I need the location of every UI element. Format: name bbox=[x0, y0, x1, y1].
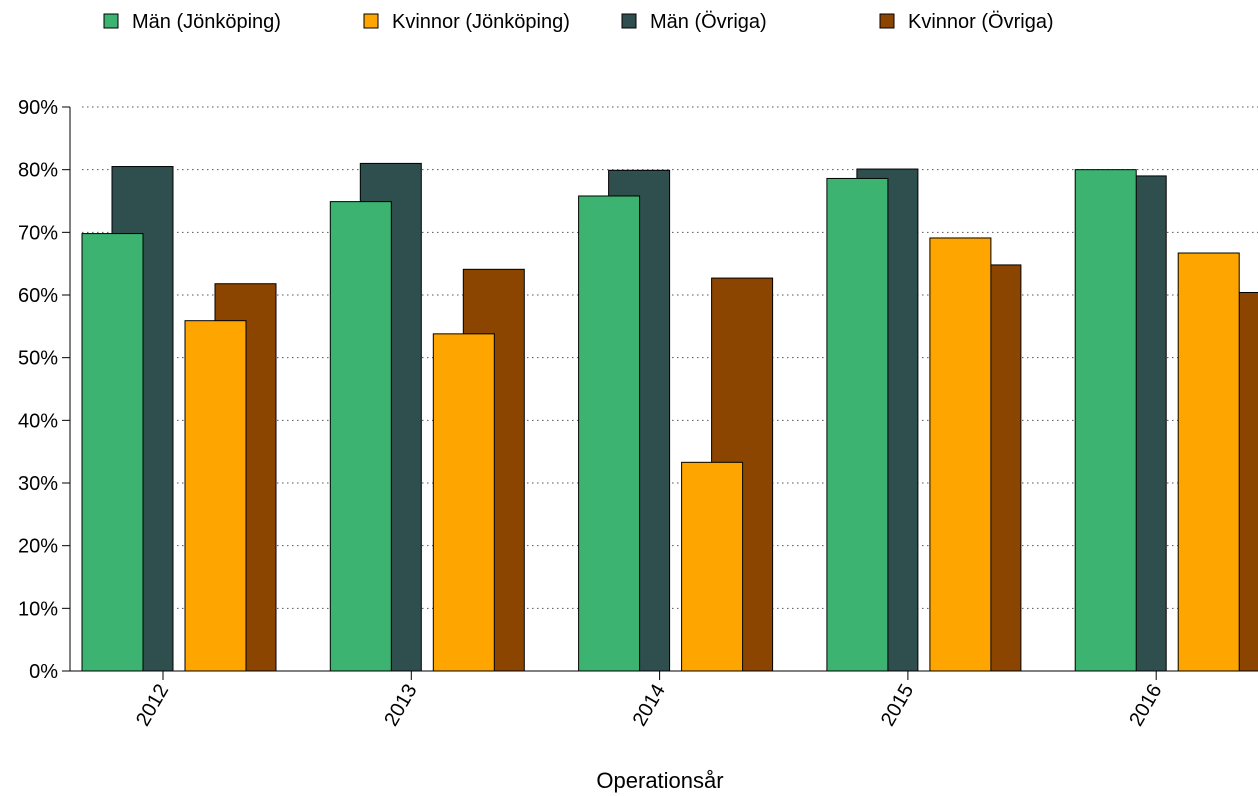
legend-swatch bbox=[103, 13, 119, 29]
y-tick-label: 70% bbox=[18, 222, 58, 244]
bar-man-jonkoping bbox=[1074, 169, 1137, 672]
legend-swatch bbox=[363, 13, 379, 29]
legend-swatch bbox=[879, 13, 895, 29]
y-tick-label: 30% bbox=[18, 473, 58, 495]
x-axis-title: Operationsår bbox=[596, 768, 723, 793]
bar-kvinnor-jonkoping bbox=[184, 320, 247, 672]
legend-label: Män (Övriga) bbox=[650, 11, 767, 33]
x-tick-label: 2012 bbox=[132, 681, 173, 731]
bars bbox=[81, 162, 1258, 672]
y-tick-label: 0% bbox=[29, 661, 58, 683]
y-tick-label: 90% bbox=[18, 97, 58, 119]
legend-swatch bbox=[621, 13, 637, 29]
bar-man-jonkoping bbox=[826, 177, 889, 672]
x-tick-label: 2013 bbox=[380, 681, 421, 731]
x-tick-label: 2015 bbox=[877, 681, 918, 731]
x-tick-label: 2016 bbox=[1125, 681, 1166, 731]
bar-kvinnor-jonkoping bbox=[432, 333, 495, 672]
y-tick-label: 20% bbox=[18, 536, 58, 558]
bar-man-jonkoping bbox=[578, 195, 641, 672]
bar-kvinnor-jonkoping bbox=[681, 461, 744, 672]
legend-label: Kvinnor (Jönköping) bbox=[392, 11, 570, 33]
y-tick-label: 60% bbox=[18, 285, 58, 307]
grid-lines bbox=[82, 106, 1258, 609]
bar-kvinnor-jonkoping bbox=[929, 237, 992, 672]
legend: Män (Jönköping) Kvinnor (Jönköping) Män (Ö… bbox=[103, 11, 1054, 33]
y-tick-label: 10% bbox=[18, 598, 58, 620]
legend-label: Kvinnor (Övriga) bbox=[908, 11, 1054, 33]
y-tick-label: 40% bbox=[18, 410, 58, 432]
bar-kvinnor-jonkoping bbox=[1177, 252, 1240, 672]
x-tick-label: 2014 bbox=[629, 681, 670, 731]
bar-man-jonkoping bbox=[329, 201, 392, 672]
y-tick-label: 50% bbox=[18, 348, 58, 370]
bar-man-jonkoping bbox=[81, 233, 144, 672]
y-tick-label: 80% bbox=[18, 160, 58, 182]
legend-label: Män (Jönköping) bbox=[132, 11, 281, 33]
